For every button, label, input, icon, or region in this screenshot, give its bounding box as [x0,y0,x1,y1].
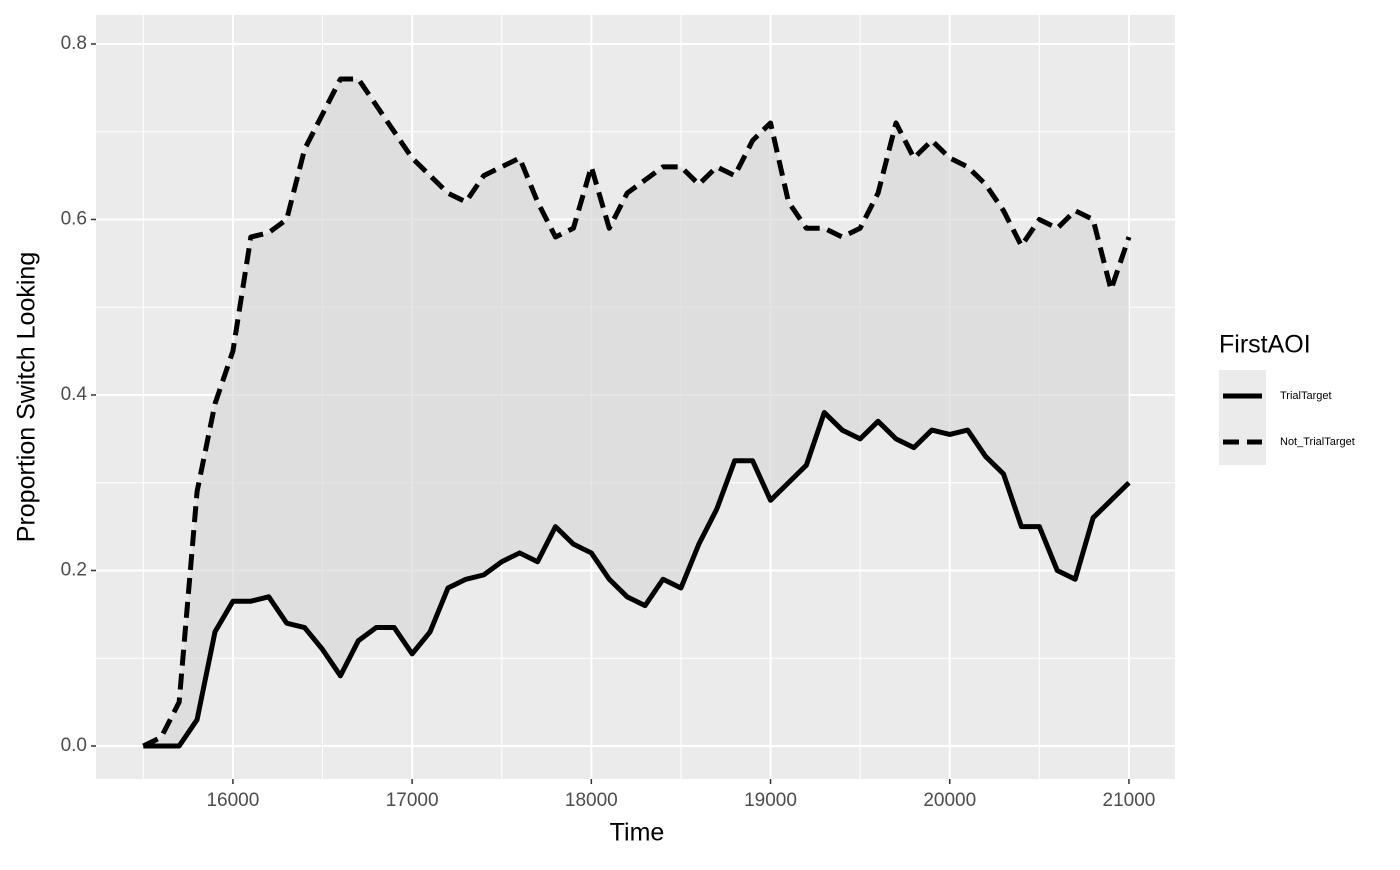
y-axis-title: Proportion Switch Looking [13,252,41,542]
legend-title: FirstAOI [1219,331,1311,359]
y-tick-label: 0.4 [61,384,88,405]
x-tick-label: 17000 [386,790,439,811]
x-axis-title: Time [610,819,665,847]
y-tick-label: 0.2 [61,560,87,581]
y-tick-label: 0.8 [61,33,87,54]
x-tick-label: 19000 [744,790,797,811]
series-line [142,76,1132,749]
x-tick-label: 16000 [206,790,259,811]
x-tick-label: 18000 [565,790,618,811]
legend-key-bg [1219,370,1266,465]
y-tick-label: 0.6 [61,208,87,229]
x-tick-label: 20000 [923,790,976,811]
y-tick-label: 0.0 [61,735,87,756]
legend-label: Not_TrialTarget [1280,436,1355,448]
series-line [143,410,1131,749]
x-tick-label: 21000 [1103,790,1156,811]
ribbon [143,79,1129,747]
legend-label: TrialTarget [1280,390,1332,402]
